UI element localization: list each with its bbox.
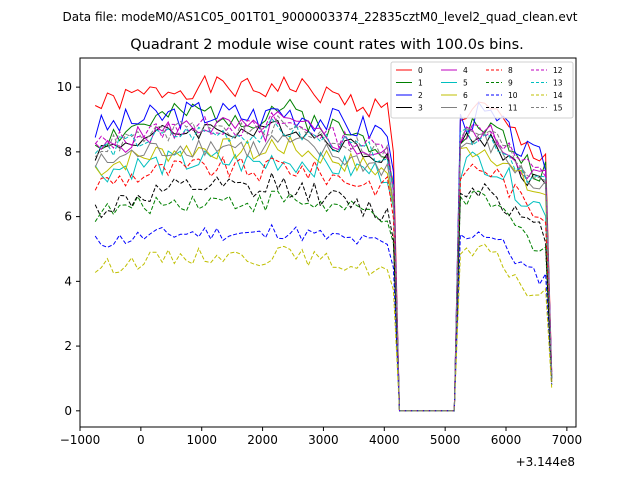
series-line-8 <box>94 155 553 412</box>
axes-frame <box>79 57 577 428</box>
chart-title: Quadrant 2 module wise count rates with … <box>130 37 524 53</box>
x-tick-label: 4000 <box>369 433 400 447</box>
legend-label-14: 14 <box>553 91 563 100</box>
x-tick-label: 1000 <box>186 433 217 447</box>
legend-label-1: 1 <box>418 79 423 88</box>
legend-label-15: 15 <box>553 104 563 113</box>
x-tick-label: 5000 <box>430 433 461 447</box>
legend-label-4: 4 <box>463 66 468 75</box>
series-line-4 <box>94 111 553 412</box>
y-tick-label: 6 <box>64 210 72 224</box>
legend-label-0: 0 <box>418 66 423 75</box>
x-tick-label: 2000 <box>247 433 278 447</box>
series-line-9 <box>94 190 553 412</box>
y-tick-label: 2 <box>64 339 72 353</box>
x-tick-label: 6000 <box>491 433 522 447</box>
y-tick-label: 8 <box>64 145 72 159</box>
series-line-14 <box>94 243 553 412</box>
legend-label-7: 7 <box>463 104 468 113</box>
legend-label-11: 11 <box>508 104 518 113</box>
x-tick-label: 7000 <box>552 433 583 447</box>
series-line-15 <box>94 114 553 412</box>
series-line-6 <box>94 135 553 412</box>
y-tick-label: 10 <box>57 80 72 94</box>
legend-label-13: 13 <box>553 79 563 88</box>
legend-label-2: 2 <box>418 91 423 100</box>
series-line-10 <box>94 223 553 412</box>
series-line-12 <box>94 111 553 412</box>
legend-label-10: 10 <box>508 91 518 100</box>
legend-label-6: 6 <box>463 91 468 100</box>
legend-box <box>390 61 574 119</box>
series-line-11 <box>94 171 553 412</box>
legend-label-5: 5 <box>463 79 468 88</box>
series-line-7 <box>94 132 553 412</box>
suptitle: Data file: modeM0/AS1C05_001T01_90000033… <box>62 10 577 24</box>
legend-label-12: 12 <box>553 66 563 75</box>
plot-area <box>94 74 553 412</box>
x-tick-label: 3000 <box>308 433 339 447</box>
legend-label-3: 3 <box>418 104 423 113</box>
x-tick-label: 0 <box>137 433 145 447</box>
y-tick-label: 0 <box>64 404 72 418</box>
axes: −1000 0 1000 2000 3000 4000 5000 6000 7000 0 2 4 6 8 1… <box>57 57 583 447</box>
x-tick-label: −1000 <box>60 433 101 447</box>
x-offset-label: +3.144e8 <box>516 455 575 469</box>
legend-label-8: 8 <box>508 66 513 75</box>
legend-label-9: 9 <box>508 79 513 88</box>
y-tick-label: 4 <box>64 274 72 288</box>
